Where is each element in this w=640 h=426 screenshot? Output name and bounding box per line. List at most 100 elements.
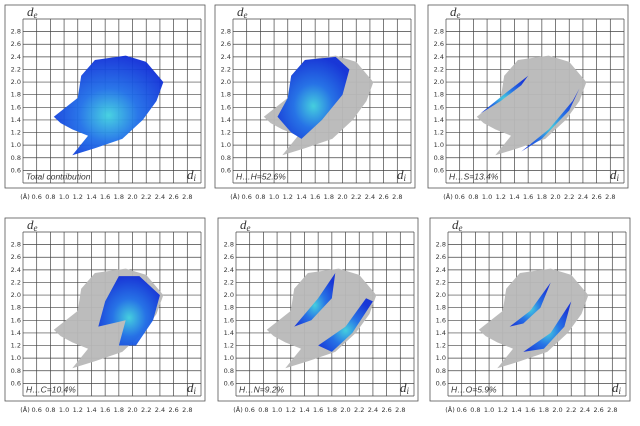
y-tick-label: 0.6 [11,166,21,174]
y-tick-label: 2.0 [434,78,444,86]
x-tick-label: 1.0 [269,193,279,201]
y-tick-label: 2.4 [436,266,446,274]
y-tick-label: 1.6 [436,316,446,324]
y-tick-label: 1.8 [11,304,21,312]
x-axis-label: di [610,167,620,183]
x-axis-label-base: d [187,167,194,182]
x-axis-label-base: d [400,380,407,395]
x-tick-label: 1.6 [313,406,323,414]
x-tick-label: 2.6 [591,193,601,201]
x-tick-label: 0.8 [258,406,268,414]
x-axis-label: di [187,167,197,183]
x-tick-label: 1.4 [509,193,519,201]
x-tick-label: 2.2 [141,406,151,414]
x-tick-label: 2.8 [392,193,402,201]
x-tick-label: 1.0 [272,406,282,414]
y-tick-label: 2.4 [434,53,444,61]
x-tick-label: 2.4 [155,193,165,201]
y-tick-label: 2.0 [224,291,234,299]
y-tick-label: 1.2 [11,129,21,137]
x-tick-label: 2.4 [368,406,378,414]
y-tick-label: 2.4 [11,266,21,274]
y-tick-label: 2.6 [434,40,444,48]
x-tick-label: 1.2 [286,406,296,414]
x-axis-label-base: d [610,167,617,182]
x-tick-label: 2.2 [354,406,364,414]
x-unit: (Å) [20,405,30,414]
contact-region [478,268,589,369]
y-tick-label: 1.2 [11,342,21,350]
y-tick-label: 1.0 [436,354,446,362]
x-tick-label: 2.0 [127,193,137,201]
y-axis-label-sub: e [34,223,38,233]
x-tick-label: 2.8 [607,406,617,414]
y-tick-label: 2.6 [221,40,231,48]
y-tick-label: 2.8 [434,28,444,36]
x-axis-label-sub: i [404,173,407,183]
highlight-region [294,273,336,327]
y-tick-label: 2.0 [11,78,21,86]
y-tick-label: 1.0 [224,354,234,362]
panel-label: H…C=10.4% [26,384,76,394]
y-tick-label: 2.2 [434,65,444,73]
highlight-region [277,56,350,139]
y-tick-label: 1.6 [434,103,444,111]
y-tick-label: 1.6 [11,316,21,324]
x-tick-label: 1.6 [525,406,535,414]
x-tick-label: 1.0 [59,193,69,201]
panel-label: H…H=52.6% [236,171,286,181]
y-tick-label: 2.8 [436,241,446,249]
y-tick-label: 1.8 [434,91,444,99]
x-tick-label: 2.2 [351,193,361,201]
x-tick-label: 1.4 [296,193,306,201]
y-tick-label: 2.6 [224,253,234,261]
x-tick-label: 0.6 [32,193,42,201]
y-tick-label: 1.8 [221,91,231,99]
y-tick-label: 2.0 [436,291,446,299]
y-tick-label: 1.4 [11,329,21,337]
y-tick-label: 1.4 [434,116,444,124]
x-tick-label: 1.0 [59,406,69,414]
x-tick-label: 2.2 [566,406,576,414]
x-tick-label: 1.8 [539,406,549,414]
y-tick-label: 2.2 [436,278,446,286]
y-tick-label: 2.4 [224,266,234,274]
x-tick-label: 1.2 [73,193,83,201]
y-tick-label: 1.6 [11,103,21,111]
y-tick-label: 2.8 [224,241,234,249]
x-axis-label-sub: i [617,173,620,183]
x-tick-label: 1.0 [484,406,494,414]
x-tick-label: 1.6 [100,406,110,414]
highlight-region [523,301,572,352]
y-tick-label: 1.2 [434,129,444,137]
x-tick-label: 0.6 [32,406,42,414]
y-tick-label: 1.8 [224,304,234,312]
highlight-region [480,75,529,114]
x-axis-label: di [397,167,407,183]
y-axis-label: de [450,4,461,20]
y-tick-label: 1.0 [11,354,21,362]
x-tick-label: 2.8 [182,193,192,201]
x-tick-label: 1.2 [73,406,83,414]
x-unit: (Å) [20,192,30,201]
x-tick-label: 0.6 [245,406,255,414]
x-tick-label: 2.0 [127,406,137,414]
x-tick-label: 0.8 [45,193,55,201]
panel-label: Total contribution [26,171,91,181]
x-tick-label: 2.0 [552,406,562,414]
panel: 0.60.81.01.21.41.61.82.02.22.42.62.80.6 0… [4,4,206,201]
x-tick-label: 1.4 [86,193,96,201]
y-tick-label: 2.2 [224,278,234,286]
x-tick-label: 0.6 [242,193,252,201]
x-axis-label-sub: i [194,386,197,396]
y-tick-label: 2.8 [11,28,21,36]
y-tick-label: 0.8 [434,154,444,162]
y-tick-label: 0.6 [436,379,446,387]
y-tick-label: 1.2 [221,129,231,137]
x-tick-label: 2.2 [564,193,574,201]
x-tick-label: 0.6 [455,193,465,201]
x-tick-label: 1.2 [283,193,293,201]
contact-region [266,268,377,369]
x-tick-label: 1.6 [310,193,320,201]
